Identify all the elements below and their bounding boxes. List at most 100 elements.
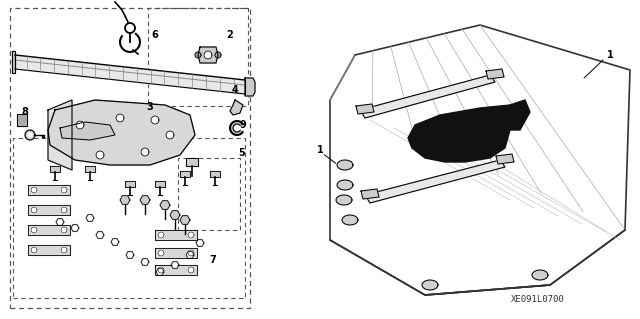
Polygon shape	[58, 220, 62, 224]
Polygon shape	[96, 151, 104, 159]
Polygon shape	[98, 233, 102, 237]
Polygon shape	[155, 230, 197, 240]
Polygon shape	[186, 252, 194, 258]
Polygon shape	[141, 258, 149, 265]
Polygon shape	[61, 227, 67, 233]
Polygon shape	[120, 196, 130, 204]
Polygon shape	[86, 215, 94, 221]
Text: 8: 8	[22, 107, 28, 117]
Polygon shape	[342, 215, 358, 225]
Polygon shape	[155, 181, 165, 187]
Polygon shape	[361, 189, 379, 199]
Polygon shape	[28, 185, 70, 195]
Polygon shape	[128, 253, 132, 257]
Polygon shape	[61, 207, 67, 213]
Polygon shape	[337, 180, 353, 190]
Polygon shape	[166, 131, 174, 139]
Polygon shape	[195, 52, 201, 58]
Polygon shape	[158, 232, 164, 238]
Polygon shape	[25, 130, 35, 140]
Polygon shape	[126, 252, 134, 258]
Polygon shape	[60, 122, 115, 140]
Polygon shape	[28, 133, 32, 137]
Polygon shape	[111, 239, 119, 245]
Polygon shape	[141, 148, 149, 156]
Polygon shape	[15, 55, 245, 94]
Bar	[13, 138, 245, 298]
Polygon shape	[215, 52, 221, 58]
Polygon shape	[180, 216, 190, 224]
Polygon shape	[125, 181, 135, 187]
Polygon shape	[76, 121, 84, 129]
Text: 2: 2	[227, 30, 234, 40]
Polygon shape	[356, 104, 374, 114]
Polygon shape	[158, 270, 162, 274]
Polygon shape	[210, 171, 220, 177]
Polygon shape	[496, 154, 514, 164]
Text: 6: 6	[152, 30, 158, 40]
Polygon shape	[170, 211, 180, 219]
Polygon shape	[31, 187, 37, 193]
Polygon shape	[188, 250, 194, 256]
Polygon shape	[204, 51, 212, 59]
Polygon shape	[50, 166, 60, 172]
Text: 5: 5	[239, 148, 245, 158]
Polygon shape	[56, 219, 64, 226]
Bar	[10, 8, 250, 308]
Polygon shape	[113, 240, 117, 244]
Polygon shape	[230, 121, 243, 135]
Polygon shape	[337, 160, 353, 170]
Polygon shape	[31, 207, 37, 213]
Polygon shape	[245, 78, 255, 96]
Polygon shape	[143, 260, 147, 264]
Polygon shape	[188, 253, 192, 257]
Polygon shape	[155, 265, 197, 275]
Polygon shape	[12, 51, 15, 73]
Polygon shape	[61, 187, 67, 193]
Polygon shape	[360, 75, 495, 118]
Polygon shape	[96, 232, 104, 239]
Polygon shape	[140, 196, 150, 204]
Polygon shape	[85, 166, 95, 172]
Polygon shape	[61, 247, 67, 253]
Polygon shape	[180, 171, 190, 177]
Polygon shape	[486, 69, 504, 79]
Polygon shape	[422, 280, 438, 290]
Bar	[148, 8, 248, 106]
Polygon shape	[48, 100, 72, 170]
Polygon shape	[17, 114, 27, 126]
Polygon shape	[156, 269, 164, 276]
Polygon shape	[88, 216, 92, 220]
Polygon shape	[158, 250, 164, 256]
Text: XE091L0700: XE091L0700	[511, 295, 565, 305]
Polygon shape	[196, 240, 204, 247]
Polygon shape	[155, 248, 197, 258]
Polygon shape	[116, 114, 124, 122]
Polygon shape	[188, 232, 194, 238]
Polygon shape	[186, 158, 198, 166]
Text: 7: 7	[210, 255, 216, 265]
Text: 3: 3	[147, 102, 154, 112]
Text: 4: 4	[232, 85, 238, 95]
Bar	[178, 158, 240, 230]
Polygon shape	[28, 225, 70, 235]
Polygon shape	[198, 47, 218, 63]
Polygon shape	[31, 247, 37, 253]
Polygon shape	[365, 160, 505, 203]
Polygon shape	[510, 100, 530, 130]
Polygon shape	[171, 262, 179, 269]
Polygon shape	[151, 116, 159, 124]
Polygon shape	[160, 201, 170, 209]
Polygon shape	[408, 105, 520, 162]
Polygon shape	[336, 195, 352, 205]
Polygon shape	[173, 263, 177, 267]
Text: 1: 1	[607, 50, 613, 60]
Polygon shape	[28, 245, 70, 255]
Polygon shape	[230, 100, 243, 115]
Polygon shape	[28, 205, 70, 215]
Polygon shape	[188, 267, 194, 273]
Polygon shape	[330, 25, 630, 295]
Polygon shape	[71, 225, 79, 232]
Polygon shape	[48, 100, 195, 165]
Polygon shape	[158, 267, 164, 273]
